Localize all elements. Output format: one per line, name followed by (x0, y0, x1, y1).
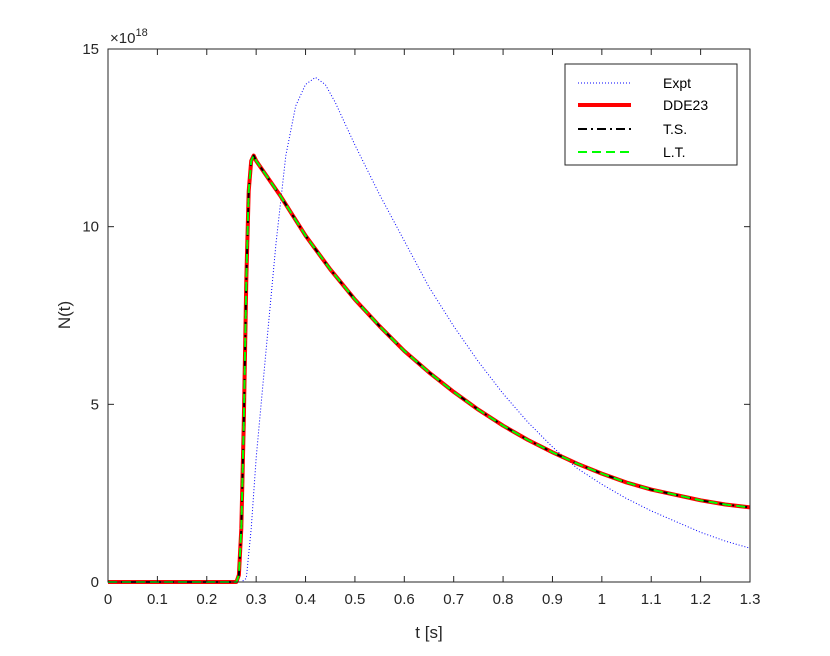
x-tick-label: 0.1 (147, 591, 168, 608)
x-tick-label: 0.5 (344, 591, 365, 608)
x-tick-label: 0.3 (246, 591, 267, 608)
x-tick-label: 0.6 (394, 591, 415, 608)
x-tick-label: 0.2 (196, 591, 217, 608)
legend-box (564, 63, 738, 166)
legend: Expt DDE23 T.S. L.T. (564, 63, 738, 166)
tick-layer: 0 0.1 0.2 0.3 0.4 0.5 0.6 0.7 0.8 0.9 1 1.1 1.2 1.3 0 5… (82, 41, 760, 608)
legend-label-ts: T.S. (663, 121, 687, 137)
x-tick-label: 1.3 (740, 591, 761, 608)
x-tick-label: 0.7 (443, 591, 464, 608)
plot-frame (107, 48, 751, 583)
legend-label-expt: Expt (663, 75, 691, 91)
x-axis-title: t [s] (415, 623, 442, 642)
x-tick-label: 0 (104, 591, 112, 608)
y-exponent-label: ×1018 (110, 27, 148, 47)
x-tick-label: 1.2 (690, 591, 711, 608)
series-line-t-s (108, 154, 751, 583)
x-tick-label: 0.8 (493, 591, 514, 608)
x-tick-label: 1 (598, 591, 606, 608)
x-tick-label: 0.4 (295, 591, 316, 608)
legend-label-dde23: DDE23 (663, 97, 708, 113)
series-layer (108, 76, 751, 584)
x-tick-label: 0.9 (542, 591, 563, 608)
legend-label-lt: L.T. (663, 144, 686, 160)
y-exponent-power: 18 (135, 27, 147, 39)
y-tick-label: 10 (82, 219, 99, 236)
y-axis-title: N(t) (55, 301, 74, 329)
y-exponent-base: ×10 (110, 30, 135, 47)
series-line-l-t (108, 154, 751, 583)
x-tick-label: 1.1 (641, 591, 662, 608)
y-tick-label: 5 (91, 396, 99, 413)
y-tick-label: 0 (91, 574, 99, 591)
y-tick-label: 15 (82, 41, 99, 58)
